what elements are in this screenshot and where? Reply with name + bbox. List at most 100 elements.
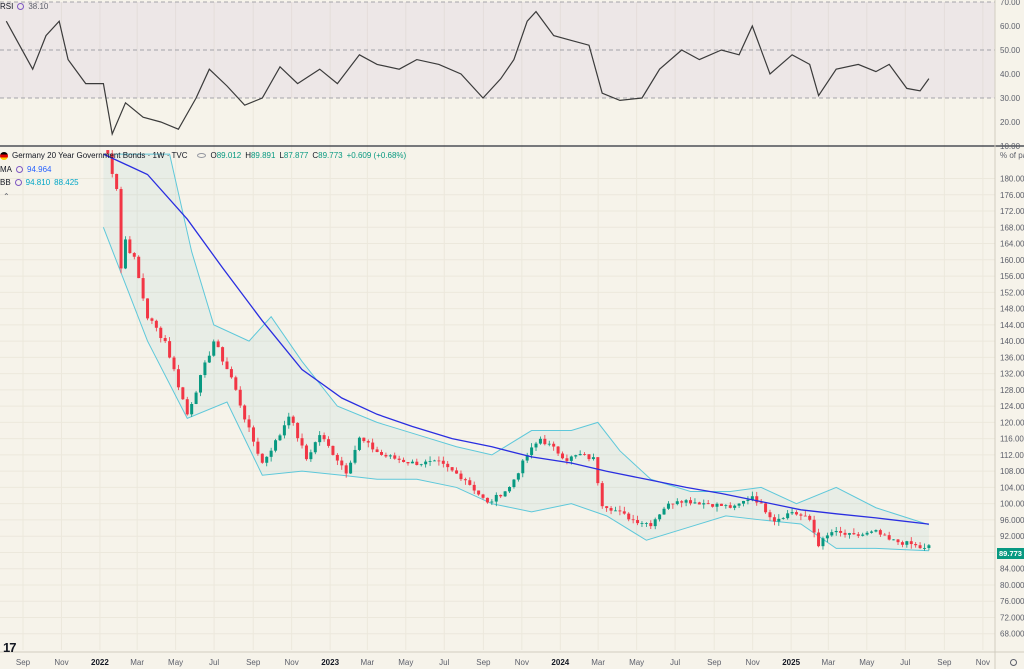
- candle-body: [393, 455, 397, 459]
- bb-fill: [103, 154, 929, 551]
- y-tick-label: 116.000: [1000, 435, 1024, 444]
- candle-body: [154, 320, 158, 328]
- candle-body: [565, 458, 569, 461]
- candle-body: [856, 534, 860, 536]
- candle-body: [282, 425, 286, 436]
- candle-body: [825, 535, 829, 539]
- candle-body: [119, 189, 123, 269]
- candle-body: [852, 533, 856, 535]
- candle-body: [375, 449, 379, 453]
- candle-body: [675, 501, 679, 505]
- ma-legend[interactable]: MA 94.964: [0, 165, 51, 174]
- x-tick-label: Jul: [209, 658, 219, 667]
- candle-body: [874, 530, 878, 532]
- candle-body: [649, 523, 653, 527]
- candle-body: [357, 437, 361, 450]
- candle-body: [653, 519, 657, 527]
- y-tick-label: 68.000: [1000, 630, 1024, 639]
- candle-body: [794, 512, 798, 515]
- candle-body: [923, 547, 927, 549]
- candle-body: [516, 473, 520, 480]
- candle-body: [896, 539, 900, 543]
- x-tick-label: Nov: [515, 658, 529, 667]
- candle-body: [194, 392, 198, 404]
- rsi-tick-label: 30.00: [1000, 94, 1021, 103]
- clock-icon[interactable]: [1010, 659, 1017, 666]
- candle-body: [278, 435, 282, 441]
- candle-body: [397, 458, 401, 460]
- candle-body: [344, 465, 348, 474]
- y-tick-label: 80.000: [1000, 581, 1024, 590]
- y-unit-label: % of par: [1000, 151, 1024, 160]
- candle-body: [243, 405, 247, 420]
- y-tick-label: 84.000: [1000, 565, 1024, 574]
- settings-icon[interactable]: [16, 166, 23, 173]
- y-tick-label: 100.000: [1000, 500, 1024, 509]
- x-tick-label: 2024: [551, 658, 569, 667]
- price-change: +0.609 (+0.68%): [346, 151, 407, 160]
- y-tick-label: 176.000: [1000, 191, 1024, 200]
- candle-body: [362, 437, 366, 442]
- rsi-tick-label: 20.00: [1000, 118, 1021, 127]
- candle-body: [410, 461, 414, 464]
- settings-icon[interactable]: [14, 179, 22, 186]
- candle-body: [644, 523, 648, 524]
- candle-body: [900, 542, 904, 545]
- ma-line: [103, 153, 929, 525]
- candle-body: [914, 544, 918, 546]
- candle-body: [605, 506, 609, 509]
- candle-body: [349, 462, 353, 474]
- candle-body: [525, 455, 529, 461]
- bb-legend-name: BB: [0, 178, 11, 187]
- tradingview-logo[interactable]: 17: [3, 640, 17, 655]
- ohlc-close: C89.773: [312, 151, 343, 160]
- candle-body: [689, 500, 693, 504]
- settings-icon[interactable]: [17, 3, 25, 10]
- x-tick-label: Mar: [821, 658, 835, 667]
- candle-body: [132, 253, 136, 257]
- candle-body: [839, 530, 843, 533]
- candle-body: [658, 514, 662, 520]
- candle-body: [596, 457, 600, 484]
- x-tick-label: Nov: [54, 658, 68, 667]
- collapse-chevron-icon[interactable]: ⌃: [3, 192, 10, 201]
- candle-body: [887, 535, 891, 540]
- candle-body: [591, 457, 595, 460]
- bb-legend[interactable]: BB 94.810 88.425: [0, 178, 79, 187]
- eye-icon[interactable]: [197, 153, 207, 158]
- candle-body: [724, 505, 728, 507]
- rsi-legend-value: 38.10: [28, 2, 49, 11]
- symbol-legend[interactable]: Germany 20 Year Government Bonds · 1W · …: [0, 151, 406, 160]
- grid: [0, 2, 995, 650]
- candle-body: [746, 499, 750, 501]
- candle-body: [503, 491, 507, 497]
- candle-body: [172, 357, 176, 370]
- candle-body: [300, 438, 304, 446]
- candle-body: [534, 443, 538, 448]
- candle-body: [706, 503, 710, 505]
- x-tick-label: Mar: [130, 658, 144, 667]
- symbol-title: Germany 20 Year Government Bonds · 1W · …: [12, 151, 188, 160]
- candle-body: [719, 503, 723, 506]
- candle-body: [366, 441, 370, 443]
- candle-body: [380, 452, 384, 455]
- y-tick-label: 72.000: [1000, 613, 1024, 622]
- candle-body: [234, 377, 238, 390]
- candle-body: [291, 416, 295, 423]
- x-tick-label: May: [629, 658, 644, 667]
- candle-body: [631, 519, 635, 521]
- candle-body: [455, 470, 459, 474]
- x-tick-label: Nov: [976, 658, 990, 667]
- candle-body: [146, 298, 150, 319]
- x-tick-label: Sep: [937, 658, 952, 667]
- ohlc-low: L87.877: [279, 151, 309, 160]
- candle-body: [578, 454, 582, 456]
- candle-body: [181, 387, 185, 400]
- x-tick-label: 2022: [91, 658, 109, 667]
- rsi-tick-label: 40.00: [1000, 70, 1021, 79]
- candle-body: [521, 460, 525, 474]
- candle-body: [110, 153, 114, 174]
- candle-body: [168, 341, 172, 358]
- rsi-legend[interactable]: RSI 38.10: [0, 2, 48, 11]
